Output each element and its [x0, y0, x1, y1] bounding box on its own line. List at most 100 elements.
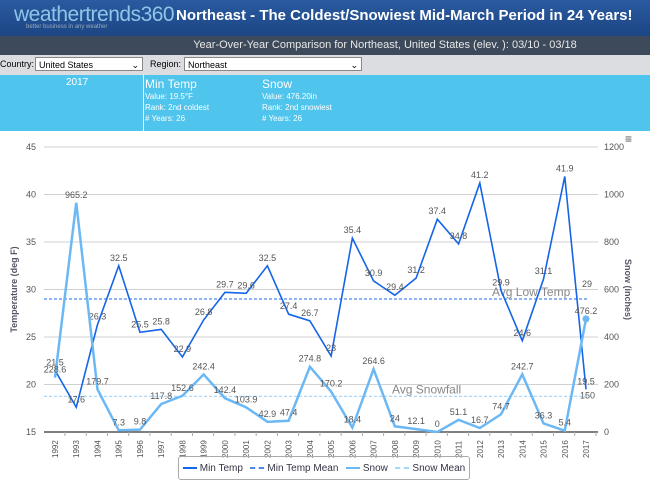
legend-item[interactable]: Snow Mean [395, 463, 465, 474]
data-label: 7.3 [112, 417, 125, 427]
legend: Min Temp Min Temp Mean Snow Snow Mean [178, 456, 470, 480]
info-panel: 2017 Min Temp Value: 19.5°F Rank: 2nd co… [0, 75, 650, 131]
x-tick-label: 1997 [157, 440, 166, 458]
min-temp-title: Min Temp [145, 77, 197, 91]
hamburger-icon[interactable]: ≡ [625, 132, 633, 146]
data-label: 34.8 [450, 231, 468, 241]
y2-axis-title: Snow (inches) [623, 259, 633, 320]
y2-tick-label: 600 [604, 285, 619, 295]
data-label: 30.9 [365, 268, 383, 278]
legend-swatch [395, 467, 410, 469]
y-tick-label: 25 [26, 332, 36, 342]
data-label: 47.4 [280, 408, 298, 418]
region-select[interactable]: Northeast ⌄ [184, 57, 362, 71]
x-tick-label: 2016 [561, 440, 570, 458]
x-tick-label: 1993 [72, 440, 81, 458]
legend-item[interactable]: Min Temp Mean [250, 463, 338, 474]
data-label: 264.6 [362, 356, 385, 366]
y-tick-label: 15 [26, 427, 36, 437]
country-label: Country: [0, 59, 35, 69]
data-label: 27.4 [280, 301, 298, 311]
data-label: 42.9 [259, 409, 277, 419]
data-label: 32.5 [259, 253, 277, 263]
min-temp-rank: Rank: 2nd coldest [145, 103, 210, 112]
data-label: 142.4 [214, 385, 237, 395]
y2-tick-label: 400 [604, 332, 619, 342]
data-label: 103.9 [235, 394, 258, 404]
data-label: 16.7 [471, 415, 489, 425]
data-label: 25.8 [152, 316, 170, 326]
legend-swatch [250, 467, 265, 469]
data-label: 25.5 [131, 319, 149, 329]
controls-bar: Country: United States ⌄ Region: Northeas… [0, 55, 650, 75]
y-tick-label: 40 [26, 190, 36, 200]
x-tick-label: 2015 [540, 440, 549, 458]
x-tick-label: 1994 [93, 440, 102, 458]
series-line [53, 202, 588, 434]
logo-tagline: better business in any weather [26, 24, 108, 30]
legend-label: Min Temp Mean [267, 462, 339, 474]
y-tick-label: 45 [26, 142, 36, 152]
data-label: 23 [326, 343, 336, 353]
data-label: 31.1 [535, 266, 553, 276]
data-label: 24.6 [514, 328, 532, 338]
data-label: 117.8 [150, 391, 172, 401]
mean-line-label: Avg Snowfall [392, 382, 461, 396]
snow-title: Snow [262, 77, 293, 91]
info-year: 2017 [66, 77, 89, 88]
data-label: 26.3 [89, 312, 107, 322]
logo: weathertrends360 [14, 3, 175, 26]
chevron-down-icon: ⌄ [131, 60, 139, 70]
series-line [54, 176, 587, 410]
data-label: 41.9 [556, 163, 574, 173]
y2-tick-label: 800 [604, 237, 619, 247]
legend-item[interactable]: Snow [345, 462, 388, 474]
x-tick-label: 2013 [497, 440, 506, 458]
x-tick-label: 1995 [115, 440, 124, 458]
data-label: 21.5 [46, 357, 64, 367]
data-label: 41.2 [471, 170, 489, 180]
y-tick-label: 35 [26, 237, 36, 247]
y2-tick-label: 0 [604, 427, 609, 437]
legend-label: Snow Mean [412, 462, 466, 474]
data-label: 19.5 [577, 376, 595, 386]
snow-info: Snow Value: 476.20in Rank: 2nd snowiest … [262, 77, 332, 124]
page-title: Northeast - The Coldest/Snowiest Mid-Mar… [176, 7, 633, 24]
data-label: 22.9 [174, 344, 192, 354]
mean-line-label: Avg Low Temp [492, 285, 571, 299]
country-select[interactable]: United States ⌄ [35, 57, 143, 71]
country-value: United States [39, 60, 94, 70]
header: weathertrends360 better business in any … [0, 0, 650, 36]
subtitle: Year-Over-Year Comparison for Northeast,… [0, 36, 650, 55]
data-point-marker [582, 315, 590, 323]
data-label: 179.7 [86, 376, 109, 386]
x-tick-label: 2014 [518, 440, 527, 458]
snow-value: Value: 476.20in [262, 92, 318, 101]
y2-tick-label: 200 [604, 380, 619, 390]
legend-label: Snow [362, 462, 388, 474]
data-label: 274.8 [299, 354, 322, 364]
data-label: 37.4 [429, 206, 447, 216]
y-tick-label: 30 [26, 285, 36, 295]
data-label: 29.6 [237, 280, 255, 290]
min-temp-years: # Years: 26 [145, 114, 186, 123]
data-label: 0 [435, 419, 440, 429]
data-label: 31.2 [407, 265, 425, 275]
min-temp-value: Value: 19.5°F [145, 92, 193, 101]
data-label: 29.9 [492, 277, 510, 287]
x-tick-label: 1996 [136, 440, 145, 458]
data-label: 26.7 [301, 308, 319, 318]
data-label: 36.3 [535, 410, 553, 420]
legend-label: Min Temp [199, 462, 243, 474]
chevron-down-icon: ⌄ [350, 60, 358, 70]
x-tick-label: 2012 [476, 440, 485, 458]
data-label: 24 [390, 413, 400, 423]
legend-item[interactable]: Min Temp [182, 462, 243, 474]
snow-years: # Years: 26 [262, 114, 303, 123]
data-label: 12.1 [407, 416, 425, 426]
data-label: 242.7 [511, 361, 534, 371]
divider [143, 75, 144, 131]
x-tick-label: 1992 [51, 440, 60, 458]
mean-end-label: 29 [582, 279, 592, 289]
data-label: 228.6 [44, 365, 67, 375]
